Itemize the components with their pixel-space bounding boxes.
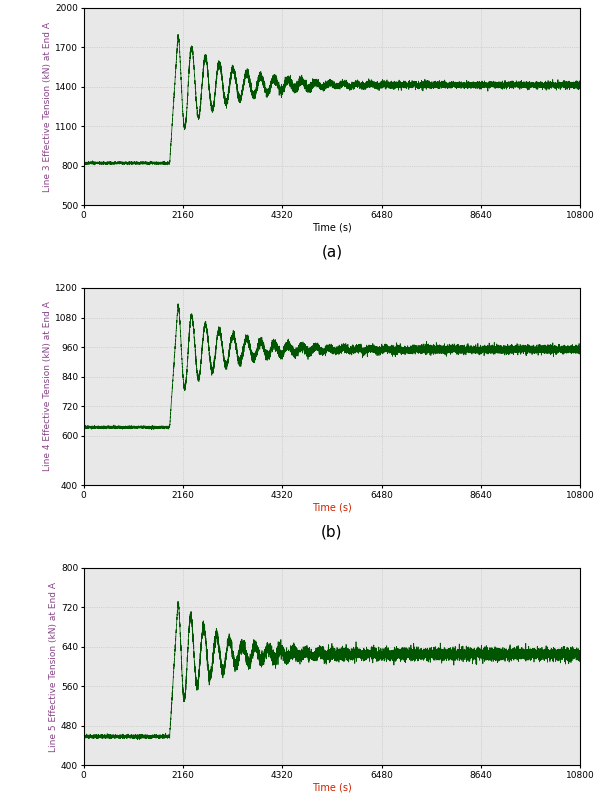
X-axis label: Time (s): Time (s): [312, 222, 352, 233]
Y-axis label: Line 4 Effective Tension (kN) at End A: Line 4 Effective Tension (kN) at End A: [44, 301, 53, 472]
Y-axis label: Line 5 Effective Tension (kN) at End A: Line 5 Effective Tension (kN) at End A: [49, 582, 58, 752]
Text: (a): (a): [321, 245, 343, 260]
X-axis label: Time (s): Time (s): [312, 783, 352, 792]
Text: (b): (b): [321, 524, 343, 540]
X-axis label: Time (s): Time (s): [312, 502, 352, 512]
Y-axis label: Line 3 Effective Tension (kN) at End A: Line 3 Effective Tension (kN) at End A: [44, 22, 53, 191]
